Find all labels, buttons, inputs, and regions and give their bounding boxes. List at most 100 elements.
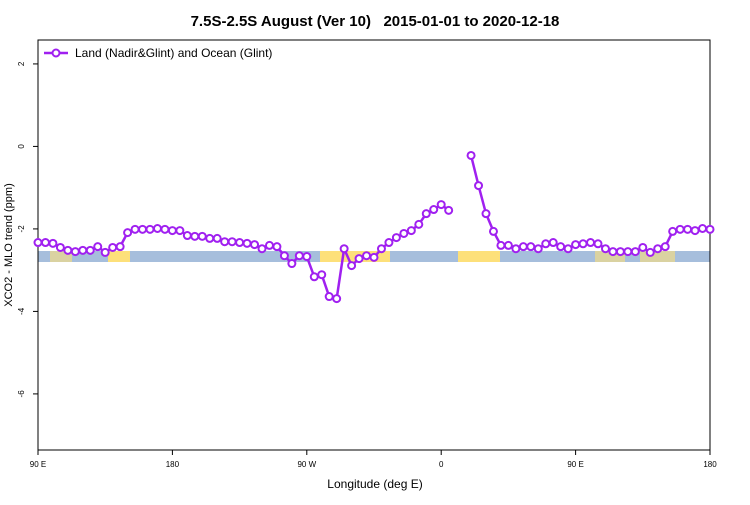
data-point <box>526 242 536 252</box>
x-tick-label: 90 E <box>567 460 583 469</box>
data-point <box>48 238 58 248</box>
data-point <box>332 294 342 304</box>
data-point <box>615 247 625 257</box>
data-point <box>444 205 454 215</box>
data-point <box>623 247 633 257</box>
data-point <box>391 233 401 243</box>
plot-frame <box>37 39 711 451</box>
data-point <box>533 244 543 254</box>
data-point <box>653 244 663 254</box>
data-point <box>586 238 596 248</box>
data-point <box>212 233 222 243</box>
data-point <box>167 226 177 236</box>
data-point <box>279 251 289 261</box>
data-point <box>698 224 708 234</box>
data-point <box>205 233 215 243</box>
chart-title: 7.5S-2.5S August (Ver 10) 2015-01-01 to … <box>191 13 560 30</box>
data-point <box>593 239 603 249</box>
data-point <box>93 242 103 252</box>
data-point <box>145 224 155 234</box>
data-point <box>608 247 618 257</box>
y-tick-label: 2 <box>17 61 26 66</box>
data-point <box>362 251 372 261</box>
data-point <box>220 237 230 247</box>
data-point <box>160 224 170 234</box>
data-point <box>571 240 581 250</box>
data-point <box>541 239 551 249</box>
data-point <box>197 231 207 241</box>
data-point <box>488 226 498 236</box>
data-point <box>100 247 110 257</box>
data-point <box>563 244 573 254</box>
data-point <box>675 224 685 234</box>
data-point <box>257 244 267 254</box>
data-point <box>33 238 43 248</box>
data-point <box>152 224 162 234</box>
x-axis-label: Longitude (deg E) <box>327 477 422 491</box>
data-point <box>115 242 125 252</box>
y-tick-label: -6 <box>17 390 26 398</box>
data-point <box>138 224 148 234</box>
data-point <box>630 247 640 257</box>
data-point <box>40 238 50 248</box>
data-point <box>705 224 715 234</box>
data-point <box>175 226 185 236</box>
data-point <box>600 244 610 254</box>
data-point <box>638 242 648 252</box>
x-tick-label: 90 W <box>297 460 316 469</box>
x-tick-label: 0 <box>439 460 444 469</box>
data-point <box>369 252 379 262</box>
data-point <box>235 238 245 248</box>
data-point <box>324 292 334 302</box>
data-point <box>503 240 513 250</box>
data-point <box>63 245 73 255</box>
data-point <box>429 205 439 215</box>
data-point <box>302 252 312 262</box>
data-point <box>123 228 133 238</box>
data-point <box>130 224 140 234</box>
data-point <box>264 240 274 250</box>
data-point <box>190 231 200 241</box>
data-point <box>376 244 386 254</box>
data-point <box>474 181 484 191</box>
data-point <box>690 226 700 236</box>
x-tick-label: 180 <box>703 460 717 469</box>
data-point <box>496 240 506 250</box>
data-point <box>406 226 416 236</box>
x-tick-label: 90 E <box>30 460 46 469</box>
data-point <box>85 245 95 255</box>
data-point <box>108 242 118 252</box>
data-point <box>436 200 446 210</box>
data-point <box>399 228 409 238</box>
data-point <box>227 237 237 247</box>
data-point <box>242 238 252 248</box>
x-tick-label: 180 <box>166 460 180 469</box>
data-point <box>645 247 655 257</box>
data-point <box>294 251 304 261</box>
data-point <box>384 238 394 248</box>
data-point <box>317 270 327 280</box>
legend-label: Land (Nadir&Glint) and Ocean (Glint) <box>75 46 272 60</box>
data-point <box>556 242 566 252</box>
data-point <box>481 209 491 219</box>
data-point <box>287 259 297 269</box>
data-point <box>272 242 282 252</box>
data-point <box>683 224 693 234</box>
legend-marker <box>51 48 61 58</box>
y-tick-label: -2 <box>17 225 26 233</box>
data-point <box>339 244 349 254</box>
y-tick-label: -4 <box>17 307 26 315</box>
data-point <box>414 219 424 229</box>
data-point <box>309 272 319 282</box>
data-point <box>578 239 588 249</box>
data-point <box>548 238 558 248</box>
data-point <box>511 244 521 254</box>
data-point <box>518 242 528 252</box>
data-point <box>70 247 80 257</box>
data-point <box>466 150 476 160</box>
data-point <box>182 231 192 241</box>
data-point <box>78 245 88 255</box>
data-point <box>347 261 357 271</box>
y-axis-label: XCO2 - MLO trend (ppm) <box>3 183 15 306</box>
